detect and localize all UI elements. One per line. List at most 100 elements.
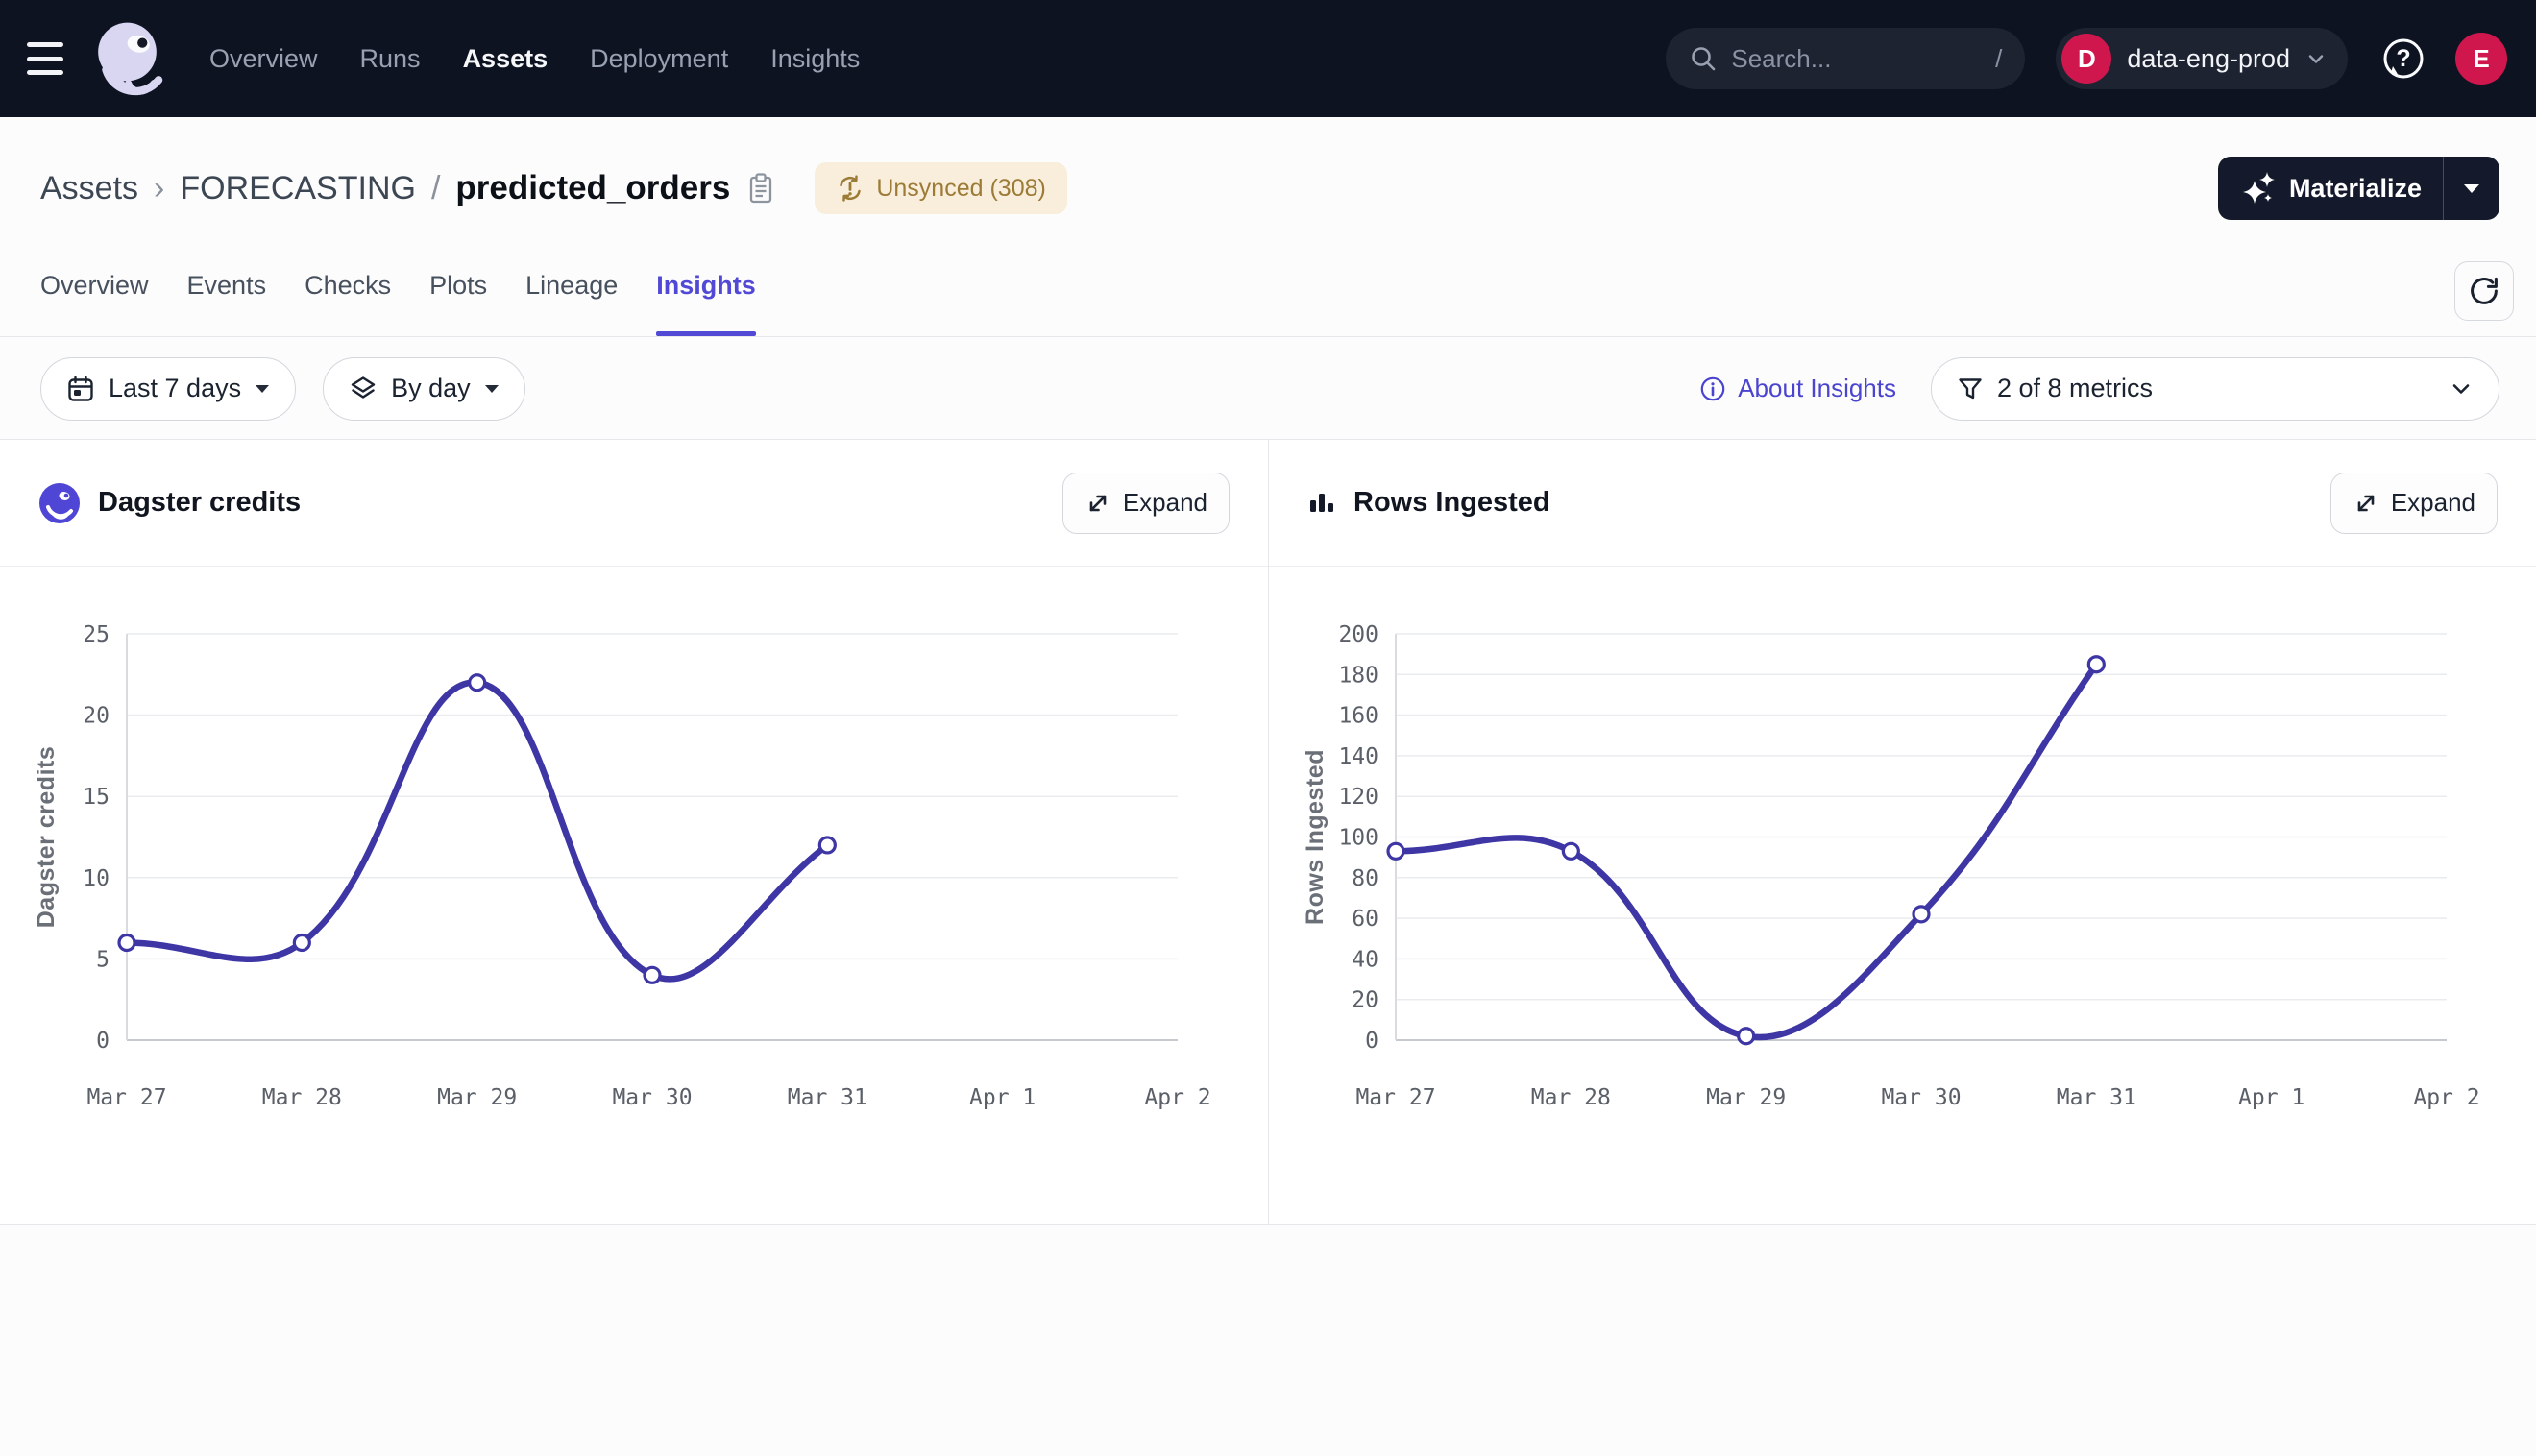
expand-button[interactable]: Expand bbox=[1061, 472, 1230, 534]
materialize-divider bbox=[2443, 157, 2444, 220]
panel-header: Rows Ingested Expand bbox=[1269, 440, 2536, 567]
breadcrumb-slash: / bbox=[430, 169, 441, 206]
svg-text:Rows Ingested: Rows Ingested bbox=[1302, 749, 1329, 925]
svg-text:160: 160 bbox=[1338, 704, 1378, 729]
search-placeholder: Search... bbox=[1731, 43, 1832, 73]
data-point-markers bbox=[117, 673, 837, 984]
tab-overview[interactable]: Overview bbox=[40, 271, 149, 300]
calendar-icon bbox=[68, 376, 93, 401]
tab-plots[interactable]: Plots bbox=[429, 271, 488, 300]
caret-down-icon bbox=[484, 384, 499, 393]
svg-text:Mar 27: Mar 27 bbox=[1355, 1085, 1435, 1110]
tab-insights[interactable]: Insights bbox=[656, 261, 756, 336]
time-range-label: Last 7 days bbox=[109, 374, 242, 402]
data-point-markers bbox=[1386, 655, 2106, 1046]
about-insights-label: About Insights bbox=[1738, 374, 1896, 402]
search-shortcut-hint: / bbox=[1995, 43, 2003, 73]
asset-name: predicted_orders bbox=[455, 169, 731, 206]
svg-text:Apr 2: Apr 2 bbox=[1144, 1085, 1210, 1110]
svg-text:20: 20 bbox=[1352, 988, 1378, 1013]
svg-text:Apr 1: Apr 1 bbox=[2238, 1085, 2304, 1110]
gridlines bbox=[1396, 633, 2447, 1041]
svg-text:Mar 30: Mar 30 bbox=[1881, 1085, 1961, 1110]
svg-text:Mar 31: Mar 31 bbox=[788, 1085, 867, 1110]
asset-tabs-row: Overview Events Checks Plots Lineage Ins… bbox=[0, 261, 2536, 337]
svg-text:20: 20 bbox=[83, 704, 110, 729]
deployment-switcher[interactable]: D data-eng-prod bbox=[2056, 28, 2348, 89]
help-icon: ? bbox=[2383, 38, 2424, 79]
search-icon bbox=[1692, 47, 1716, 71]
panel-header: Dagster credits Expand bbox=[0, 440, 1268, 567]
svg-text:Apr 1: Apr 1 bbox=[969, 1085, 1036, 1110]
expand-label: Expand bbox=[1122, 488, 1207, 517]
svg-text:Mar 29: Mar 29 bbox=[437, 1085, 517, 1110]
breadcrumb-assets-link[interactable]: Assets bbox=[40, 169, 139, 206]
chart-title: Rows Ingested bbox=[1353, 487, 1550, 518]
nav-item-runs[interactable]: Runs bbox=[359, 43, 421, 73]
svg-text:Mar 30: Mar 30 bbox=[612, 1085, 692, 1110]
breadcrumb-chevron: › bbox=[154, 169, 165, 206]
expand-icon bbox=[1089, 495, 1107, 511]
metrics-filter-select[interactable]: 2 of 8 metrics bbox=[1931, 356, 2499, 421]
svg-text:200: 200 bbox=[1338, 622, 1378, 647]
tab-events[interactable]: Events bbox=[186, 271, 267, 300]
rows-ingested-line-chart[interactable]: 0 20 40 60 80 100 120 140 160 180 200 Mar 27 Mar 28 M… bbox=[1269, 567, 2536, 1224]
asset-header: Assets › FORECASTING / predicted_orders … bbox=[0, 117, 2536, 259]
svg-text:Mar 27: Mar 27 bbox=[86, 1085, 166, 1110]
about-insights-link[interactable]: About Insights bbox=[1699, 374, 1896, 403]
unsynced-status-badge[interactable]: Unsynced (308) bbox=[815, 162, 1067, 214]
deployment-name: data-eng-prod bbox=[2127, 43, 2290, 73]
deployment-badge: D bbox=[2061, 34, 2112, 84]
menu-icon[interactable] bbox=[27, 42, 69, 75]
tab-checks[interactable]: Checks bbox=[305, 271, 392, 300]
time-range-dropdown[interactable]: Last 7 days bbox=[40, 356, 297, 421]
breadcrumb: Assets › FORECASTING / predicted_orders bbox=[40, 169, 730, 207]
user-avatar[interactable]: E bbox=[2455, 33, 2507, 85]
top-navigation-bar: Overview Runs Assets Deployment Insights… bbox=[0, 0, 2536, 117]
materialize-split-button: Materialize bbox=[2217, 157, 2499, 220]
svg-text:60: 60 bbox=[1352, 907, 1378, 932]
nav-item-insights[interactable]: Insights bbox=[770, 43, 861, 73]
chevron-down-icon bbox=[2452, 383, 2470, 394]
nav-item-assets[interactable]: Assets bbox=[462, 43, 549, 73]
svg-text:10: 10 bbox=[83, 866, 110, 891]
copy-asset-name-button[interactable] bbox=[744, 171, 778, 206]
primary-nav: Overview Runs Assets Deployment Insights bbox=[209, 44, 860, 74]
breadcrumb-group-link[interactable]: FORECASTING bbox=[180, 169, 416, 206]
nav-item-overview[interactable]: Overview bbox=[209, 43, 318, 73]
dagster-credits-line-chart[interactable]: 0 5 10 15 20 25 Mar 27 Mar 28 Mar 29 Mar 30 Mar 31… bbox=[0, 567, 1268, 1224]
dagster-logo-icon[interactable] bbox=[90, 18, 171, 99]
svg-text:40: 40 bbox=[1352, 947, 1378, 972]
expand-label: Expand bbox=[2390, 488, 2475, 517]
help-button[interactable]: ? bbox=[2380, 36, 2426, 82]
caret-down-icon bbox=[256, 384, 270, 393]
svg-text:80: 80 bbox=[1352, 866, 1378, 891]
granularity-dropdown[interactable]: By day bbox=[323, 356, 525, 421]
expand-button[interactable]: Expand bbox=[2329, 472, 2498, 534]
materialize-dropdown-button[interactable] bbox=[2444, 157, 2499, 220]
unsynced-label: Unsynced (308) bbox=[876, 174, 1046, 202]
search-input[interactable]: Search... / bbox=[1666, 28, 2026, 89]
svg-text:0: 0 bbox=[1365, 1029, 1378, 1054]
insights-charts-row: Dagster credits Expand 0 5 10 15 20 25 Mar 27 M… bbox=[0, 440, 2536, 1225]
svg-text:5: 5 bbox=[96, 947, 110, 972]
materialize-button[interactable]: Materialize bbox=[2218, 157, 2443, 220]
refresh-button[interactable] bbox=[2454, 261, 2514, 321]
chevron-down-icon bbox=[2308, 55, 2324, 63]
svg-text:100: 100 bbox=[1338, 826, 1378, 851]
sparkle-icon bbox=[2242, 172, 2275, 204]
info-icon bbox=[1700, 376, 1725, 400]
bar-chart-icon bbox=[1310, 493, 1333, 512]
nav-item-deployment[interactable]: Deployment bbox=[590, 43, 729, 73]
svg-text:?: ? bbox=[2396, 45, 2410, 72]
svg-text:120: 120 bbox=[1338, 785, 1378, 810]
svg-text:Mar 28: Mar 28 bbox=[262, 1085, 342, 1110]
svg-text:Apr 2: Apr 2 bbox=[2413, 1085, 2479, 1110]
tab-lineage[interactable]: Lineage bbox=[525, 271, 619, 300]
materialize-label: Materialize bbox=[2288, 173, 2422, 203]
svg-text:180: 180 bbox=[1338, 663, 1378, 688]
svg-text:Mar 31: Mar 31 bbox=[2057, 1085, 2136, 1110]
gridlines bbox=[127, 633, 1178, 1041]
chart-title: Dagster credits bbox=[98, 487, 302, 518]
expand-icon bbox=[2357, 495, 2375, 511]
